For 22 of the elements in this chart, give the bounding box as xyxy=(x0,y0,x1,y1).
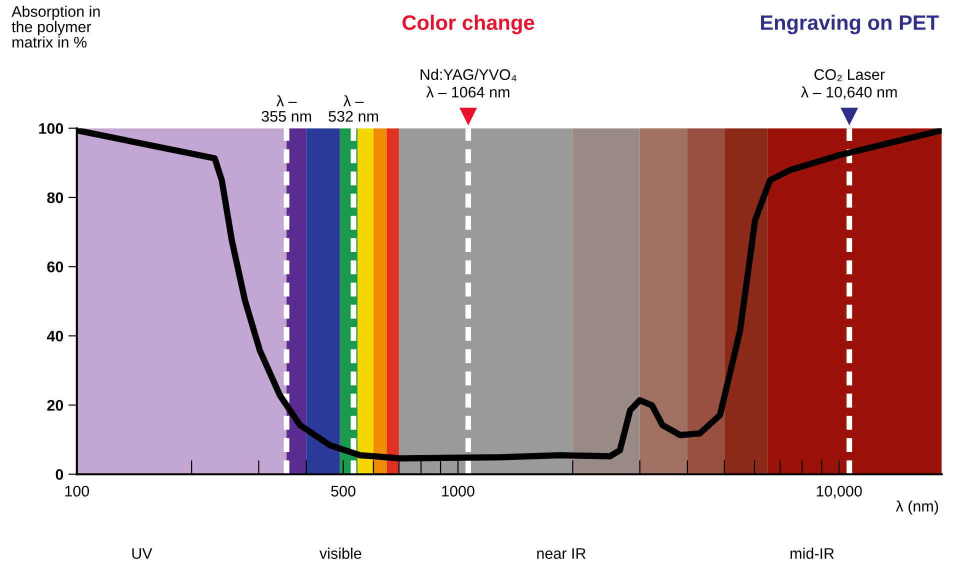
text: near IR xyxy=(537,548,586,559)
x-tick-label: 100 xyxy=(65,486,90,497)
ref-line-label: Nd:YAG/YVO₄ λ – 1064 nm xyxy=(420,68,516,98)
y-tick-label: 0 xyxy=(56,469,64,480)
y-axis-title: Absorption in the polymer matrix in % xyxy=(12,6,100,48)
ref-line-label: λ – 532 nm xyxy=(328,95,378,122)
ref-line-label: CO₂ Laser λ – 10,640 nm xyxy=(801,69,897,100)
text: Engraving on PET xyxy=(761,14,939,34)
x-tick-label: 10,000 xyxy=(816,486,862,498)
text: UV xyxy=(132,548,152,559)
ref-line-label: λ – 355 nm xyxy=(262,95,312,122)
y-tick-label: 60 xyxy=(47,262,64,272)
x-axis-title: λ (nm) xyxy=(896,500,938,515)
text: visible xyxy=(320,548,362,559)
y-tick-label: 100 xyxy=(39,123,64,134)
y-tick-label: 20 xyxy=(47,400,64,411)
text: Color change xyxy=(402,14,534,34)
text: mid-IR xyxy=(790,548,834,559)
y-tick-label: 80 xyxy=(47,192,64,204)
y-tick-label: 40 xyxy=(46,330,64,342)
x-tick-label: 500 xyxy=(331,486,356,497)
x-tick-label: 1000 xyxy=(442,486,474,497)
